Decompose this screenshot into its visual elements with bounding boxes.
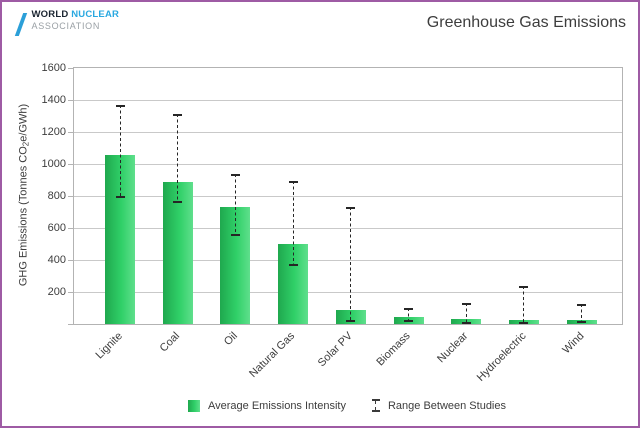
x-tick-label-solar-pv: Solar PV bbox=[316, 330, 356, 370]
y-tick-label-400: 400 bbox=[47, 254, 66, 266]
x-tick-label-oil: Oil bbox=[221, 330, 240, 348]
errorbar-stem bbox=[350, 207, 352, 322]
y-tick-label-1600: 1600 bbox=[41, 62, 66, 74]
errorbar-swatch-stem-bottom bbox=[375, 407, 377, 410]
errorbar-stem bbox=[408, 307, 409, 323]
errorbar-stem bbox=[177, 114, 179, 204]
wna-logo: WORLD NUCLEAR ASSOCIATION bbox=[14, 10, 119, 36]
errorbar-biomass bbox=[404, 307, 413, 323]
x-tick-label-hydroelectric: Hydroelectric bbox=[474, 330, 529, 384]
bar-coal bbox=[162, 181, 193, 324]
errorbar-swatch-stem-top bbox=[375, 401, 377, 404]
errorbar-cap-bottom bbox=[288, 264, 298, 267]
errorbar-cap-bottom bbox=[115, 195, 125, 198]
errorbar-cap-top bbox=[230, 174, 240, 177]
errorbar-stem bbox=[523, 286, 525, 324]
errorbar-stem bbox=[581, 304, 583, 324]
errorbar-swatch-cap-top bbox=[371, 399, 380, 401]
errorbar-hydroelectric bbox=[519, 286, 529, 324]
errorbar-swatch-cap-bottom bbox=[371, 410, 380, 412]
legend: Average Emissions Intensity Range Betwee… bbox=[73, 399, 621, 412]
x-tick-label-lignite: Lignite bbox=[93, 330, 125, 362]
y-axis-title-unit: e/GWh) bbox=[17, 103, 30, 142]
errorbar-stem bbox=[234, 174, 236, 237]
logo-line1: WORLD NUCLEAR bbox=[32, 10, 120, 20]
bar-swatch-icon bbox=[187, 399, 200, 412]
errorbar-cap-top bbox=[519, 286, 529, 289]
x-tick-label-biomass: Biomass bbox=[374, 330, 413, 369]
chart-title: Greenhouse Gas Emissions bbox=[426, 14, 626, 31]
y-tick-label-1000: 1000 bbox=[41, 158, 66, 170]
errorbar-coal bbox=[173, 114, 183, 204]
errorbar-wind bbox=[577, 304, 587, 324]
y-tick-label-1200: 1200 bbox=[41, 126, 66, 138]
errorbar-cap-top bbox=[404, 307, 413, 310]
logo-slash-icon bbox=[14, 13, 27, 36]
x-axis-labels: Lignite Coal Oil Natural Gas Solar PV Biomass… bbox=[73, 330, 621, 394]
errorbar-nuclear bbox=[461, 303, 471, 324]
errorbar-natural-gas bbox=[288, 181, 298, 267]
legend-item-range: Range Between Studies bbox=[371, 399, 506, 412]
errorbar-swatch-icon bbox=[371, 399, 380, 412]
errorbar-cap-top bbox=[115, 104, 125, 107]
y-tick-label-600: 600 bbox=[47, 222, 66, 234]
errorbar-cap-top bbox=[577, 304, 587, 307]
legend-label-range: Range Between Studies bbox=[387, 399, 506, 412]
errorbar-solar-pv bbox=[346, 207, 356, 322]
plot-area bbox=[73, 67, 623, 325]
y-axis-title-text: GHG Emissions (Tonnes CO bbox=[17, 146, 30, 287]
legend-item-average: Average Emissions Intensity bbox=[187, 399, 346, 412]
logo-world: WORLD bbox=[31, 9, 69, 20]
legend-label-average: Average Emissions Intensity bbox=[207, 399, 346, 412]
x-tick-label-nuclear: Nuclear bbox=[435, 330, 471, 366]
errorbar-cap-top bbox=[461, 303, 471, 306]
logo-nuclear: NUCLEAR bbox=[71, 9, 120, 20]
errorbar-cap-top bbox=[288, 181, 298, 184]
errorbar-stem bbox=[465, 303, 467, 324]
errorbar-cap-bottom bbox=[346, 319, 356, 322]
errorbar-cap-top bbox=[173, 114, 183, 117]
errorbar-cap-bottom bbox=[173, 201, 183, 204]
gridline-1000 bbox=[74, 163, 622, 165]
gridline-400 bbox=[74, 259, 622, 261]
y-tick-label-800: 800 bbox=[47, 190, 66, 202]
errorbar-lignite bbox=[115, 104, 125, 198]
logo-association: ASSOCIATION bbox=[31, 21, 101, 31]
gridline-1200 bbox=[74, 131, 622, 133]
errorbar-oil bbox=[230, 174, 240, 237]
y-tick-label-1400: 1400 bbox=[41, 94, 66, 106]
y-axis-title-subscript: 2 bbox=[21, 141, 31, 147]
errorbar-cap-bottom bbox=[461, 321, 471, 324]
errorbar-cap-bottom bbox=[577, 321, 587, 324]
x-tick-label-natural-gas: Natural Gas bbox=[247, 330, 298, 380]
gridline-600 bbox=[74, 227, 622, 229]
gridline-800 bbox=[74, 195, 622, 197]
gridline-1400 bbox=[74, 99, 622, 101]
gridline-200 bbox=[74, 291, 622, 293]
x-tick-label-wind: Wind bbox=[559, 330, 587, 357]
y-axis-title: GHG Emissions (Tonnes CO2e/GWh) bbox=[18, 104, 31, 286]
errorbar-cap-bottom bbox=[519, 321, 529, 324]
errorbar-cap-bottom bbox=[404, 320, 413, 323]
errorbar-cap-bottom bbox=[230, 234, 240, 237]
logo-text: WORLD NUCLEAR ASSOCIATION bbox=[31, 10, 120, 32]
errorbar-stem bbox=[292, 181, 294, 267]
errorbar-stem bbox=[119, 104, 121, 198]
x-tick-label-coal: Coal bbox=[157, 330, 183, 355]
errorbar-cap-top bbox=[346, 207, 356, 210]
y-tick-label-200: 200 bbox=[47, 286, 66, 298]
